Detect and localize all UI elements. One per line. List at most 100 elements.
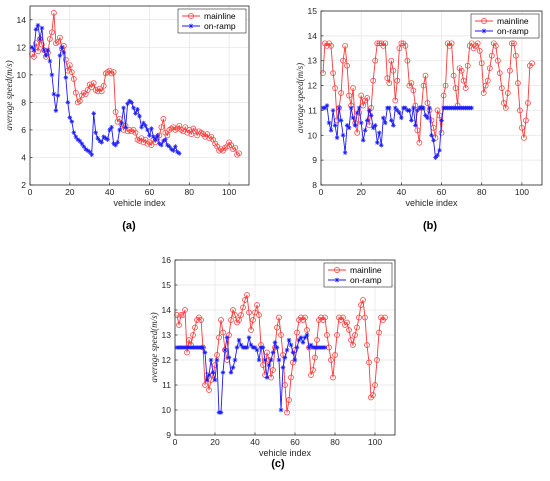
data-point-on-ramp — [33, 27, 39, 32]
data-point-mainline — [238, 312, 244, 318]
data-point-on-ramp — [352, 123, 358, 128]
panel-a: 0 20 40 60 80 100 2 4 6 8 10 12 14 vehicle index avera… — [4, 5, 250, 208]
data-point-on-ramp — [236, 337, 242, 343]
data-point-mainline — [502, 105, 509, 111]
data-point-on-ramp — [278, 407, 284, 413]
data-point-mainline — [356, 314, 362, 321]
data-point-mainline — [332, 85, 338, 91]
data-point-mainline — [346, 327, 352, 333]
data-point-on-ramp — [53, 108, 59, 113]
data-point-on-ramp — [155, 133, 160, 138]
data-point-mainline — [410, 87, 417, 94]
data-point-mainline — [236, 150, 242, 157]
data-point-mainline — [362, 314, 368, 321]
data-point-mainline — [513, 52, 519, 59]
y-tick-label: 6 — [21, 125, 26, 135]
data-point-mainline — [504, 90, 511, 96]
data-point-on-ramp — [171, 148, 176, 153]
data-point-mainline — [370, 392, 376, 398]
data-point-mainline — [246, 309, 252, 316]
data-point-mainline — [402, 42, 409, 49]
data-point-on-ramp — [37, 36, 43, 42]
data-point-mainline — [515, 80, 521, 86]
data-point-on-ramp — [298, 335, 304, 340]
data-point-on-ramp — [230, 365, 236, 370]
data-point-mainline — [480, 90, 487, 96]
legend-label-mainline: mainline — [204, 11, 236, 21]
data-point-on-ramp — [210, 370, 216, 375]
data-point-mainline — [525, 100, 531, 106]
data-point-mainline — [529, 60, 535, 67]
data-point-on-ramp — [87, 149, 93, 155]
data-point-on-ramp — [149, 126, 154, 131]
data-point-mainline — [112, 109, 119, 115]
y-tick-label: 12 — [17, 42, 27, 52]
data-point-mainline — [270, 367, 276, 373]
data-point-on-ramp — [117, 127, 122, 133]
data-point-mainline — [240, 304, 246, 311]
x-tick-label: 0 — [173, 437, 178, 447]
data-point-mainline — [344, 62, 350, 69]
data-point-on-ramp — [280, 365, 286, 370]
data-point-on-ramp — [360, 137, 366, 143]
data-point-on-ramp — [163, 137, 168, 142]
data-point-on-ramp — [224, 335, 230, 340]
data-point-on-ramp — [79, 141, 85, 146]
y-tick-label: 8 — [312, 180, 317, 190]
data-point-mainline — [398, 40, 405, 47]
data-point-mainline — [182, 124, 189, 131]
data-point-mainline — [70, 76, 77, 82]
data-point-on-ramp — [276, 357, 282, 363]
x-axis-label: vehicle index — [259, 448, 312, 458]
data-point-on-ramp — [57, 53, 63, 58]
data-point-on-ramp — [274, 345, 280, 350]
data-point-mainline — [462, 85, 469, 91]
data-point-mainline — [388, 57, 395, 64]
data-point-mainline — [340, 57, 346, 64]
x-tick-label: 100 — [368, 437, 382, 447]
plot-area — [175, 260, 395, 435]
data-point-on-ramp — [403, 105, 408, 111]
data-point-mainline — [392, 97, 399, 104]
data-point-mainline — [424, 100, 431, 106]
data-point-on-ramp — [429, 132, 434, 138]
y-tick-label: 4 — [21, 152, 26, 162]
data-point-on-ramp — [59, 45, 65, 50]
data-point-mainline — [124, 128, 131, 135]
data-point-mainline — [218, 317, 224, 323]
data-point-on-ramp — [322, 105, 328, 111]
data-point-on-ramp — [328, 128, 334, 133]
data-point-on-ramp — [246, 335, 252, 340]
data-point-on-ramp — [202, 350, 208, 355]
data-point-mainline — [33, 40, 39, 47]
data-point-on-ramp — [332, 123, 338, 128]
data-point-on-ramp — [378, 142, 384, 148]
data-point-mainline — [284, 409, 290, 416]
data-point-on-ramp — [61, 50, 67, 56]
data-point-on-ramp — [93, 130, 98, 135]
data-point-mainline — [358, 92, 365, 99]
data-point-on-ramp — [177, 151, 182, 156]
data-point-mainline — [66, 62, 73, 69]
data-point-mainline — [234, 151, 240, 158]
legend-label-on-ramp: on-ramp — [350, 275, 382, 285]
y-tick-label: 9 — [312, 155, 317, 165]
data-point-mainline — [404, 57, 411, 64]
data-point-mainline — [39, 41, 45, 48]
y-axis-label: average speed(m/s) — [149, 312, 159, 382]
data-point-mainline — [102, 70, 109, 77]
data-point-on-ramp — [423, 113, 428, 118]
data-point-mainline — [374, 40, 381, 47]
data-point-mainline — [178, 312, 184, 318]
data-point-on-ramp — [284, 347, 290, 353]
data-point-mainline — [190, 332, 196, 338]
data-point-mainline — [248, 327, 254, 333]
data-point-on-ramp — [175, 149, 180, 155]
data-point-on-ramp — [288, 342, 294, 348]
panel-b: 0 20 40 60 80 100 8 9 10 11 12 13 14 15 vehicle index a… — [295, 6, 543, 208]
data-point-on-ramp — [111, 141, 116, 146]
data-point-on-ramp — [101, 134, 106, 140]
data-point-mainline — [98, 88, 105, 95]
data-point-on-ramp — [415, 108, 420, 113]
